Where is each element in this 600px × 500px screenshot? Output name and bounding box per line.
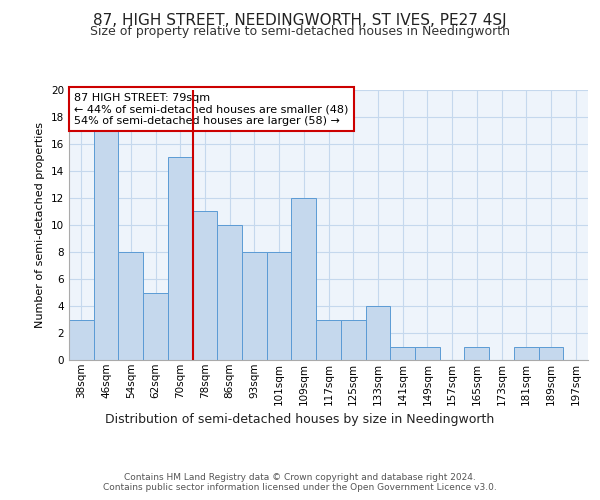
Bar (390, 346, 415, 360)
Bar (415, 346, 440, 360)
Y-axis label: Number of semi-detached properties: Number of semi-detached properties (35, 122, 46, 328)
Bar (193, 212, 217, 360)
Bar (316, 320, 341, 360)
Bar (464, 346, 489, 360)
Text: Contains HM Land Registry data © Crown copyright and database right 2024.
Contai: Contains HM Land Registry data © Crown c… (103, 472, 497, 492)
Bar (94, 130, 118, 360)
Bar (514, 346, 539, 360)
Bar (217, 225, 242, 360)
Text: 87 HIGH STREET: 79sqm
← 44% of semi-detached houses are smaller (48)
54% of semi: 87 HIGH STREET: 79sqm ← 44% of semi-deta… (74, 92, 349, 126)
Bar (168, 158, 193, 360)
Bar (118, 252, 143, 360)
Bar (341, 320, 365, 360)
Text: Distribution of semi-detached houses by size in Needingworth: Distribution of semi-detached houses by … (106, 412, 494, 426)
Bar (292, 198, 316, 360)
Bar (143, 292, 168, 360)
Bar (267, 252, 292, 360)
Bar (539, 346, 563, 360)
Bar (242, 252, 267, 360)
Bar (365, 306, 390, 360)
Text: Size of property relative to semi-detached houses in Needingworth: Size of property relative to semi-detach… (90, 25, 510, 38)
Bar (69, 320, 94, 360)
Text: 87, HIGH STREET, NEEDINGWORTH, ST IVES, PE27 4SJ: 87, HIGH STREET, NEEDINGWORTH, ST IVES, … (93, 12, 507, 28)
